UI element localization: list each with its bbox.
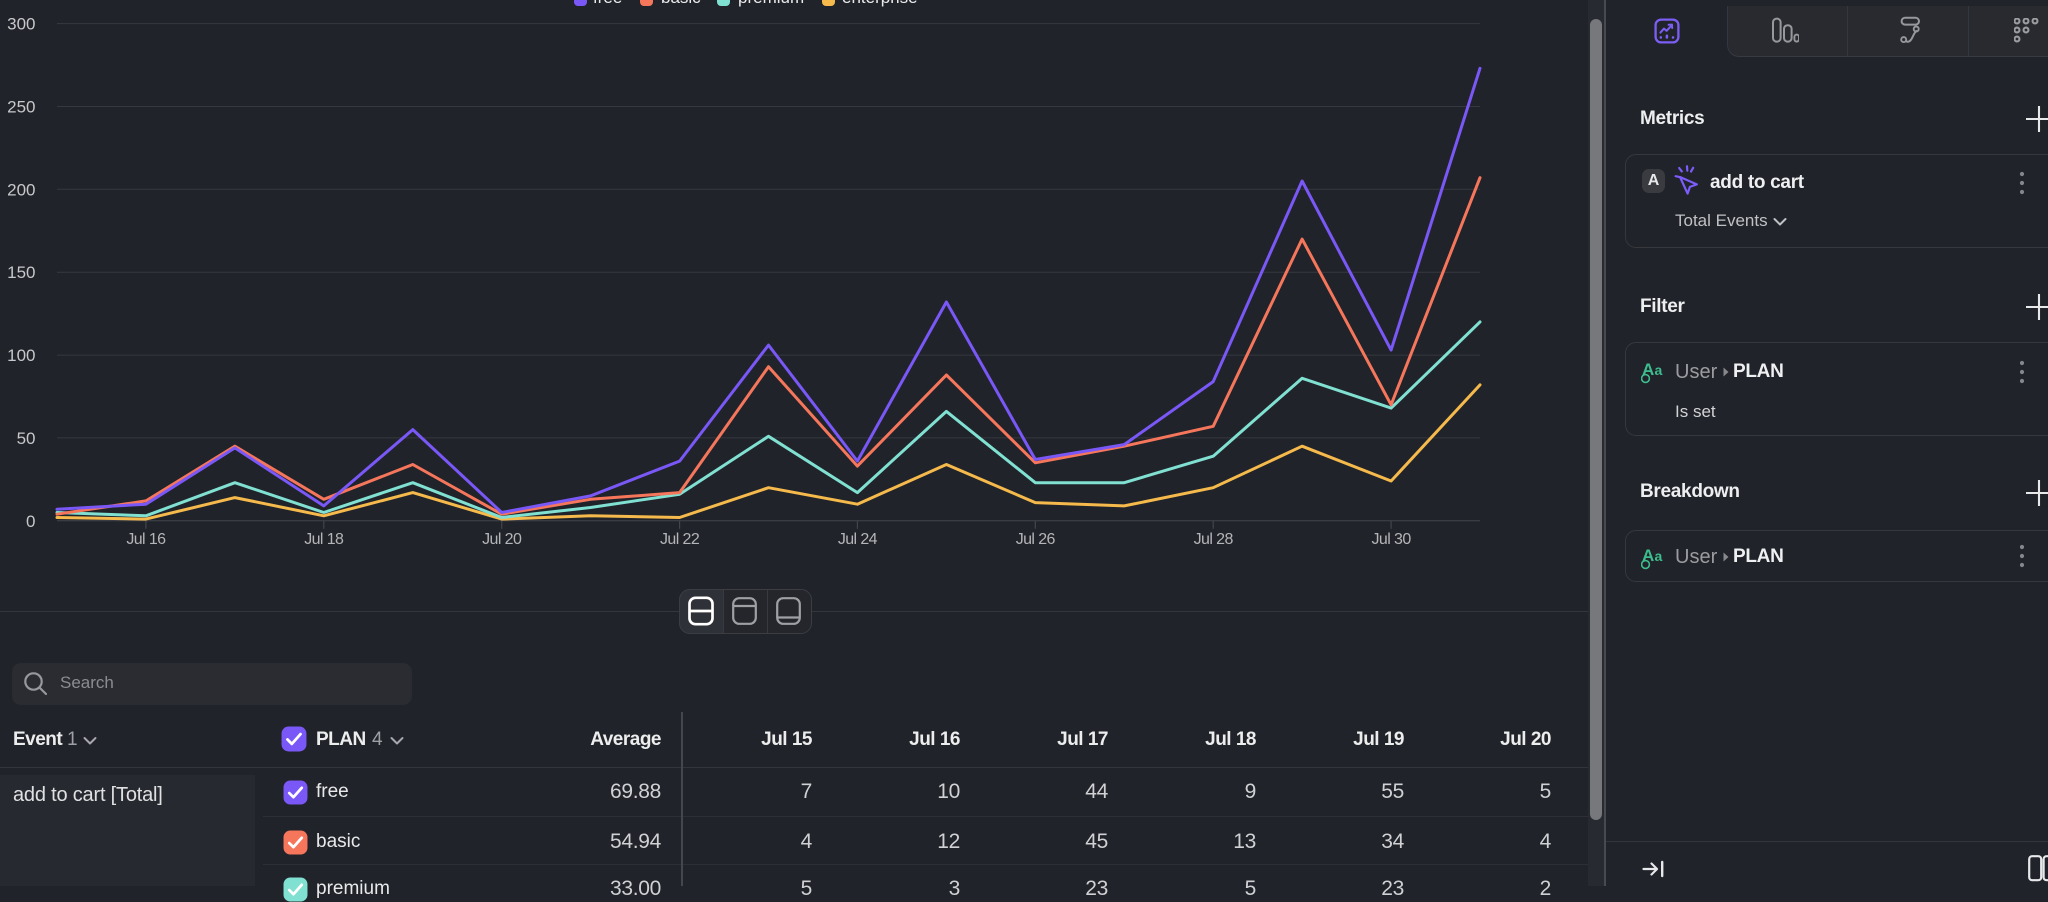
svg-text:Jul 28: Jul 28 [1194, 531, 1234, 548]
svg-text:50: 50 [17, 429, 36, 448]
svg-text:Jul 26: Jul 26 [1016, 531, 1056, 548]
svg-text:Jul 16: Jul 16 [126, 531, 166, 548]
svg-text:200: 200 [7, 180, 35, 199]
svg-text:150: 150 [7, 263, 35, 282]
svg-text:Jul 24: Jul 24 [838, 531, 878, 548]
svg-text:0: 0 [26, 512, 35, 531]
svg-text:Jul 20: Jul 20 [482, 531, 522, 548]
svg-text:a: a [1655, 548, 1663, 564]
svg-text:100: 100 [7, 346, 35, 365]
svg-text:Jul 22: Jul 22 [660, 531, 700, 548]
svg-text:a: a [1655, 362, 1663, 378]
svg-text:300: 300 [7, 15, 35, 34]
svg-text:250: 250 [7, 98, 35, 117]
svg-text:Jul 18: Jul 18 [304, 531, 344, 548]
svg-text:Jul 30: Jul 30 [1372, 531, 1412, 548]
